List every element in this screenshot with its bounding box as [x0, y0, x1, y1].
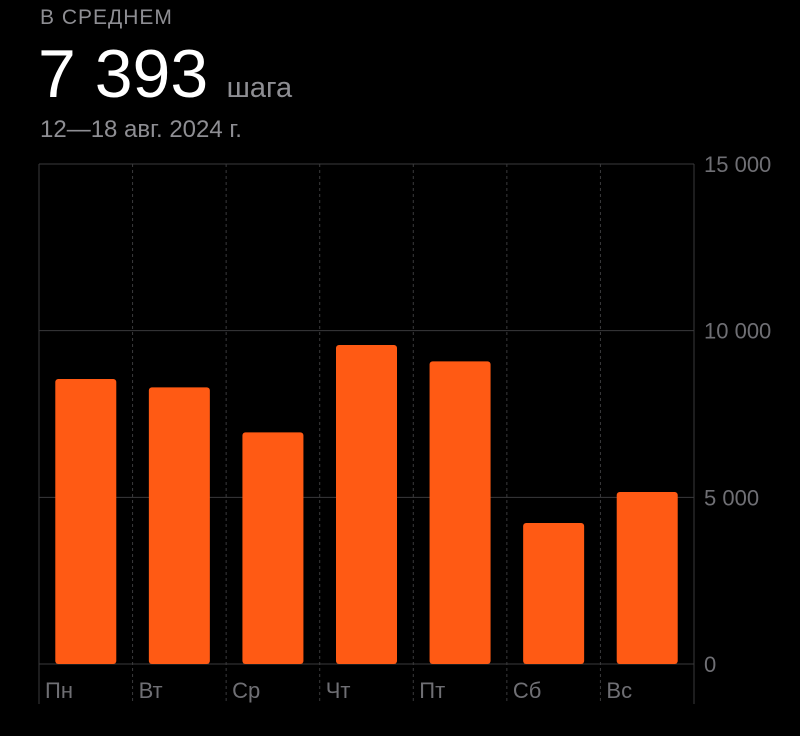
x-tick-label: Ср [232, 678, 260, 703]
y-tick-label: 0 [704, 652, 716, 677]
date-range: 12—18 авг. 2024 г. [40, 116, 242, 143]
y-tick-label: 10 000 [704, 319, 771, 344]
bar-7 [616, 492, 678, 664]
x-tick-label: Вт [139, 678, 163, 703]
y-tick-label: 5 000 [704, 485, 759, 510]
bar-2 [148, 387, 210, 664]
bar-3 [242, 432, 304, 664]
x-tick-label: Вс [606, 678, 632, 703]
x-tick-label: Пт [419, 678, 445, 703]
y-tick-label: 15 000 [704, 152, 771, 177]
x-tick-label: Пн [45, 678, 73, 703]
average-row: 7 393 шага [38, 38, 292, 110]
x-tick-label: Сб [513, 678, 542, 703]
x-tick-label: Чт [326, 678, 351, 703]
average-value: 7 393 [38, 36, 209, 112]
bar-6 [523, 523, 585, 664]
bar-5 [429, 361, 491, 664]
average-label: В СРЕДНЕМ [40, 6, 173, 29]
bar-1 [55, 379, 117, 664]
bar-4 [336, 345, 397, 664]
average-unit: шага [226, 72, 293, 104]
